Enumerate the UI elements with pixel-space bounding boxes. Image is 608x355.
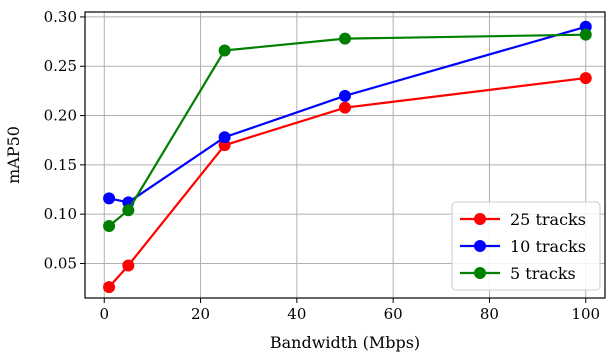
legend: 25 tracks 10 tracks 5 tracks: [451, 201, 601, 291]
data-point: [339, 32, 351, 45]
y-tick-label: 0.20: [44, 107, 77, 125]
data-point: [339, 89, 351, 102]
series-line: [108, 33, 586, 227]
x-tick-label: 20: [191, 305, 210, 323]
x-tick-label: 0: [99, 305, 109, 323]
grid-lines: [85, 12, 605, 298]
legend-label: 5 tracks: [510, 264, 576, 283]
plot-frame: [84, 11, 606, 299]
y-tick-label: 0.15: [44, 156, 77, 174]
x-tick-label: 40: [287, 305, 306, 323]
data-point: [103, 281, 116, 294]
data-point: [339, 101, 351, 114]
data-point: [579, 72, 592, 85]
y-tick-label: 0.25: [44, 57, 77, 75]
y-tick-label: 0.10: [44, 205, 77, 223]
x-tick-label: 80: [480, 305, 499, 323]
data-point: [218, 131, 231, 144]
series-line: [108, 25, 587, 204]
legend-marker: [474, 267, 486, 279]
legend-marker: [474, 240, 486, 252]
y-axis-label: mAP50: [4, 126, 23, 184]
data-point: [122, 204, 135, 217]
legend-label: 10 tracks: [510, 237, 586, 256]
legend-label: 25 tracks: [510, 210, 586, 229]
data-point: [103, 192, 116, 205]
data-point: [122, 259, 135, 272]
y-tick-label: 0.30: [44, 8, 77, 26]
series-lines: [103, 20, 592, 294]
y-ticks: 0.05 0.10 0.15 0.20 0.25 0.30: [44, 8, 85, 272]
legend-box: [451, 201, 601, 291]
data-point: [579, 28, 592, 41]
x-ticks: 0 20 40 60 80 100: [99, 298, 600, 323]
data-point: [218, 44, 231, 57]
x-tick-label: 100: [571, 305, 600, 323]
x-tick-label: 60: [384, 305, 403, 323]
x-axis-label: Bandwidth (Mbps): [270, 333, 420, 352]
y-tick-label: 0.05: [44, 254, 77, 272]
legend-marker: [474, 213, 486, 225]
data-point: [103, 220, 116, 233]
